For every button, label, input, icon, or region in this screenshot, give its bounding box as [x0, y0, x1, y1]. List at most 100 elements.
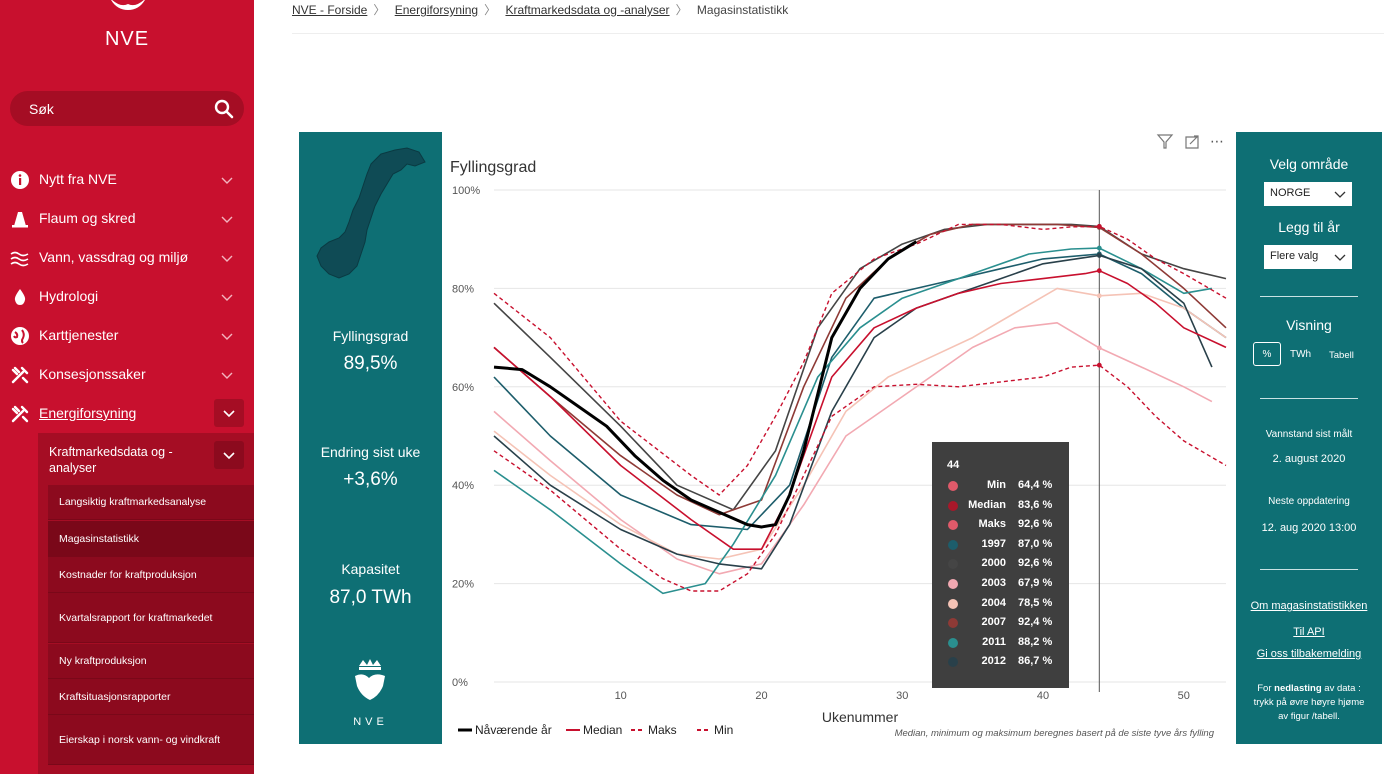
tooltip-row: Maks 92,6 %	[932, 516, 1069, 535]
lion-logo-icon	[111, 0, 145, 10]
sidebar-item-karttjenester[interactable]: Karttjenester	[0, 316, 254, 355]
sidebar-item-nytt-fra-nve[interactable]: Nytt fra NVE	[0, 160, 254, 199]
tooltip-series-value: 78,5 %	[1018, 596, 1053, 609]
divider	[292, 33, 1384, 34]
chart-note: Median, minimum og maksimum beregnes bas…	[895, 728, 1215, 739]
search-input[interactable]: Søk	[29, 101, 54, 117]
sidebar-item-energiforsyning[interactable]: Energiforsyning	[0, 394, 254, 433]
breadcrumb-energiforsyning[interactable]: Energiforsyning	[394, 3, 479, 17]
search-icon[interactable]	[214, 99, 234, 119]
series-line-2004	[493, 287, 1227, 560]
sub-menu-item[interactable]: Kraftsituasjonsrapporter	[48, 679, 254, 715]
area-select[interactable]: NORGE	[1264, 182, 1352, 206]
series-line-maks	[493, 223, 1227, 496]
legend-dot	[948, 657, 958, 668]
panel-logo-text: NVE	[353, 716, 388, 728]
fill-title: Fyllingsgrad	[332, 328, 409, 344]
feedback-link[interactable]: Gi oss tilbakemelding	[1256, 648, 1362, 660]
tooltip-series-name: 2011	[982, 635, 1006, 648]
crown-lion-logo-icon	[355, 659, 385, 700]
tooltip-row: 2004 78,5 %	[932, 595, 1069, 614]
year-select[interactable]: Flere valg	[1264, 245, 1352, 269]
sub-menu-item[interactable]: Ny kraftproduksjon	[48, 644, 254, 679]
sidebar-item-kraftmarkedsdata[interactable]: Kraftmarkedsdata og -analyser	[38, 433, 254, 485]
search-box[interactable]: Søk	[10, 91, 244, 126]
tooltip-row: 2000 92,6 %	[932, 555, 1069, 574]
view-twh-toggle[interactable]: TWh	[1290, 349, 1312, 360]
measured-label: Vannstand sist målt	[1265, 429, 1353, 440]
tooltip-series-name: 2004	[981, 596, 1006, 609]
chevron-down-icon	[1334, 254, 1346, 261]
series-line-2012	[493, 254, 1213, 570]
tools-icon	[11, 405, 29, 423]
norway-map-icon	[316, 147, 426, 279]
chevron-down-icon	[221, 255, 233, 262]
chart-tooltip: 44 Min 64,4 % Median 83,6 % Maks 92,6 % 1997 87…	[932, 442, 1069, 688]
sidebar-item-vann-vassdrag-og-miljø[interactable]: Vann, vassdrag og miljø	[0, 238, 254, 277]
sub-menu-item[interactable]: Kostnader for kraftproduksjon	[48, 557, 254, 593]
tooltip-series-value: 92,4 %	[1018, 616, 1053, 629]
sidebar-item-label: Flaum og skred	[39, 210, 136, 226]
sidebar-item-label: Konsesjonssaker	[39, 366, 146, 382]
series-line-1997	[493, 253, 1227, 531]
measured-value: 2. august 2020	[1272, 453, 1346, 465]
sidebar-item-label: Karttjenester	[39, 327, 119, 343]
fill-chart[interactable]: Fyllingsgrad ⋯ 0% 20% 40% 60% 80% 100% 10 20 30 40 5…	[442, 132, 1236, 744]
y-tick-label: 20%	[452, 579, 474, 591]
sub-menu-item[interactable]: Eierskap i norsk vann- og vindkraft	[48, 715, 254, 765]
tooltip-series-value: 67,9 %	[1018, 577, 1053, 589]
tooltip-series-name: 2000	[981, 557, 1006, 570]
sidebar-item-flaum-og-skred[interactable]: Flaum og skred	[0, 199, 254, 238]
breadcrumb: NVE - Forside 〉 Energiforsyning 〉 Kraftmar…	[292, 3, 789, 17]
view-title: Visning	[1286, 317, 1332, 333]
view-percent-toggle[interactable]: %	[1253, 342, 1281, 366]
y-tick-label: 100%	[452, 185, 480, 197]
breadcrumb-home[interactable]: NVE - Forside	[292, 3, 368, 17]
change-title: Endring sist uke	[320, 444, 421, 460]
cursor-point	[1096, 268, 1102, 274]
sub-menu-item[interactable]: Magasinstatistikk	[48, 521, 254, 557]
download-note-bold: nedlasting	[1274, 683, 1322, 694]
sub-menu-item[interactable]: Kvartalsrapport for kraftmarkedet	[48, 593, 254, 643]
collapse-button[interactable]	[214, 441, 244, 469]
legend-label: Maks	[648, 723, 677, 737]
more-options-icon: ⋯	[1210, 133, 1224, 149]
api-link[interactable]: Til API	[1293, 626, 1325, 638]
waves-icon	[10, 251, 29, 267]
series-line-nåværende-år	[493, 240, 918, 529]
divider	[1260, 296, 1358, 297]
legend-label: Median	[583, 723, 622, 737]
sidebar-item-label: Vann, vassdrag og miljø	[39, 249, 189, 265]
tooltip-series-name: 2003	[981, 577, 1006, 589]
tooltip-series-value: 92,6 %	[1018, 518, 1053, 531]
legend-dot	[948, 559, 958, 570]
cursor-point	[1096, 224, 1102, 229]
sidebar-item-hydrologi[interactable]: Hydrologi	[0, 277, 254, 316]
x-tick-label: 50	[1178, 690, 1190, 702]
divider	[1260, 569, 1358, 570]
view-table-toggle[interactable]: Tabell	[1329, 350, 1354, 361]
capacity-title: Kapasitet	[341, 561, 400, 577]
chart-title: Fyllingsgrad	[450, 159, 536, 176]
y-tick-label: 0%	[452, 677, 468, 689]
legend-dot	[948, 481, 958, 491]
tooltip-row: 2007 92,4 %	[932, 614, 1069, 633]
series-line-2000	[493, 223, 1227, 511]
chevron-down-icon	[221, 216, 233, 223]
about-link[interactable]: Om magasinstatistikken	[1250, 600, 1368, 612]
y-tick-label: 40%	[452, 480, 474, 492]
nve-logo[interactable]: NVE	[0, 0, 254, 70]
chevron-down-icon	[1334, 191, 1346, 198]
breadcrumb-kraftmarkedsdata[interactable]: Kraftmarkedsdata og -analyser	[505, 3, 670, 17]
x-axis-title: Ukenummer	[822, 709, 899, 725]
collapse-button[interactable]	[214, 399, 244, 427]
sidebar-item-konsesjonssaker[interactable]: Konsesjonssaker	[0, 355, 254, 394]
sub-menu-item[interactable]: Langsiktig kraftmarkedsanalyse	[48, 485, 254, 520]
globe-icon	[11, 327, 29, 345]
year-title: Legg til år	[1278, 219, 1340, 235]
legend-dot	[948, 598, 958, 609]
sub-menu: Kraftmarkedsdata og -analyser Langsiktig…	[38, 433, 254, 774]
control-panel: Velg område NORGE Legg til år Flere valg…	[1236, 132, 1382, 744]
tooltip-row: 2012 86,7 %	[932, 653, 1069, 672]
tooltip-series-name: Median	[968, 498, 1006, 511]
